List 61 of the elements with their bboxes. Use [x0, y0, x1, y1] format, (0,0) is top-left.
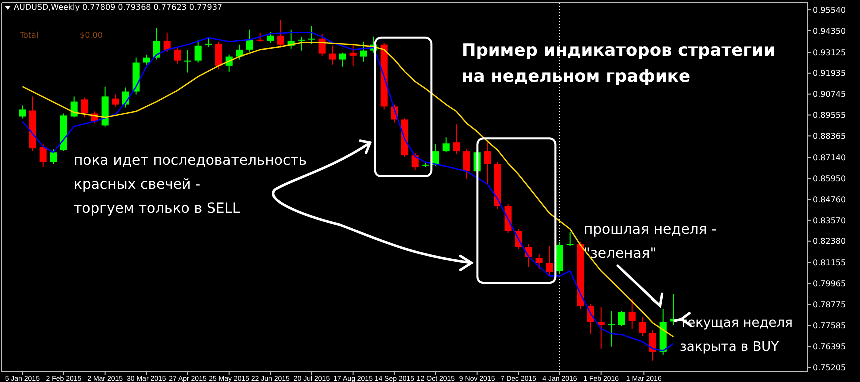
candlestick — [246, 29, 254, 52]
annotation: Пример индикаторов стратегии на недельном графике — [462, 41, 776, 87]
y-tick-label: 0.84760 — [813, 195, 846, 204]
candlestick — [442, 137, 450, 154]
candlestick — [339, 52, 347, 68]
y-tick-label: 0.94350 — [813, 26, 846, 36]
y-tick-label: 0.93125 — [813, 48, 846, 58]
candlestick — [453, 124, 460, 156]
candlestick — [174, 47, 182, 64]
y-tick-label: 0.81155 — [813, 258, 846, 268]
candlestick — [298, 36, 306, 52]
candlestick — [277, 20, 285, 48]
candlestick — [143, 54, 150, 66]
candlestick — [318, 33, 326, 56]
y-tick-label: 0.89555 — [813, 111, 846, 120]
annotation: Total — [19, 31, 39, 40]
candlestick — [639, 316, 646, 336]
candlestick — [598, 306, 605, 350]
candlestick — [484, 142, 492, 185]
y-tick-label: 0.88365 — [813, 132, 846, 141]
candlestick — [194, 39, 202, 64]
candlestick — [215, 41, 223, 70]
candlestick — [546, 246, 554, 276]
y-tick-label: 0.95540 — [813, 6, 846, 15]
y-tick-label: 0.78775 — [813, 300, 846, 310]
candlestick — [19, 105, 26, 120]
candlestick — [628, 298, 636, 330]
y-tick-label: 0.87140 — [813, 154, 846, 162]
candlestick — [566, 232, 574, 247]
candlestick — [236, 44, 244, 60]
candlestick — [40, 144, 47, 168]
candlestick — [608, 310, 616, 348]
candlestick — [329, 45, 336, 66]
y-tick-label: 0.91935 — [813, 69, 846, 78]
candlestick — [618, 310, 626, 326]
candlestick — [536, 254, 543, 270]
y-tick-label: 0.85950 — [813, 174, 846, 184]
y-tick-label: 0.83570 — [813, 216, 846, 226]
y-tick-label: 0.79965 — [813, 280, 846, 289]
annotation: пока идет последовательность красных свечей - торгуем только в SELL — [74, 153, 308, 217]
candlestick — [360, 41, 368, 62]
candlestick — [649, 329, 657, 362]
y-tick-label: 0.77585 — [813, 321, 846, 330]
candlestick — [81, 97, 88, 118]
y-tick-label: 0.75205 — [813, 363, 846, 372]
candlestick — [50, 149, 58, 165]
candlestick — [153, 27, 161, 60]
chart-title: AUDUSD,Weekly 0.77809 0.79368 0.77623 0.77937 — [14, 3, 222, 12]
y-tick-label: 0.90745 — [813, 90, 846, 100]
candlestick — [412, 152, 419, 172]
candlestick — [432, 144, 440, 167]
annotation: $0.00 — [80, 31, 103, 40]
candlestick — [463, 149, 471, 180]
candlestick — [350, 43, 357, 66]
candlestick — [164, 32, 171, 52]
y-tick-label: 0.76395 — [813, 342, 846, 352]
y-tick-label: 0.82380 — [813, 237, 846, 246]
candlestick — [267, 32, 274, 44]
candlestick — [308, 26, 316, 44]
candlestick — [184, 49, 192, 74]
candlestick — [112, 94, 120, 108]
